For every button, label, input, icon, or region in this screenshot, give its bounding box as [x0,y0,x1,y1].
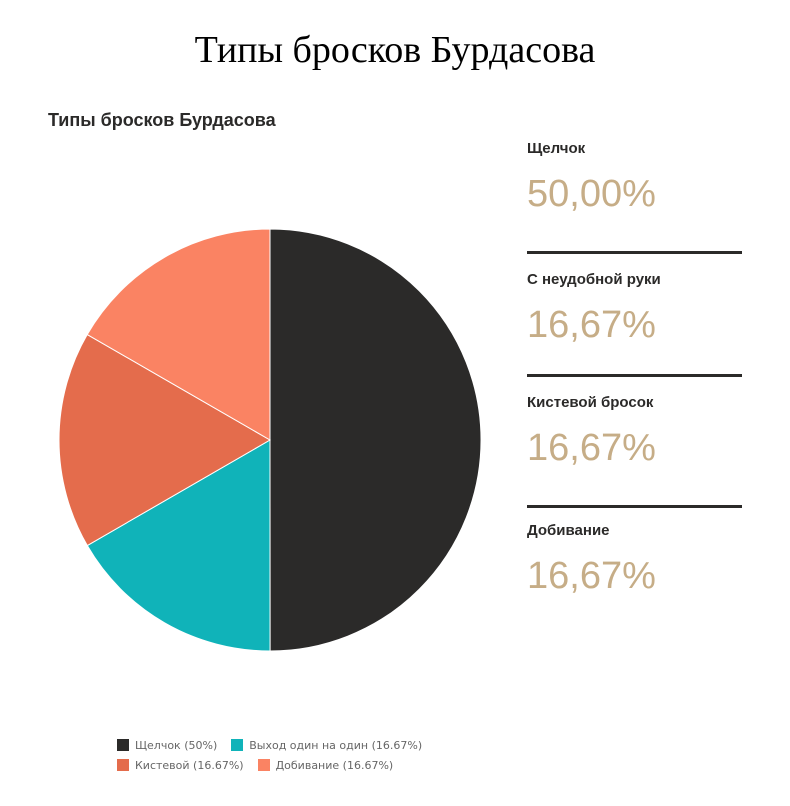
stat-block: С неудобной руки 16,67% [527,271,742,347]
legend-row: Кистевой (16.67%) Добивание (16.67%) [117,755,436,775]
page-title: Типы бросков Бурдасова [194,29,596,71]
pie-chart [58,228,482,652]
chart-title: Типы бросков Бурдасова [48,110,276,130]
pie-slice [86,439,271,652]
legend-swatch [117,739,129,751]
legend-swatch [117,759,129,771]
pie-slice [58,333,271,547]
legend-label: Кистевой (16.67%) [135,758,244,772]
stat-divider [527,251,742,254]
stat-label: С неудобной руки [527,271,661,288]
stat-divider [527,505,742,508]
stat-value: 16,67% [527,427,656,469]
chart-legend: Щелчок (50%) Выход один на один (16.67%)… [117,735,436,775]
legend-label: Добивание (16.67%) [275,758,394,772]
legend-swatch [257,759,270,771]
legend-label: Выход один на один (16.67%) [249,738,423,752]
legend-label: Щелчок (50%) [135,738,218,752]
stat-block: Добивание 16,67% [527,522,742,598]
legend-swatch [231,739,244,751]
legend-item: Выход один на один (16.67%) [231,739,422,752]
stat-value: 50,00% [527,173,656,215]
pie-slice [86,228,271,441]
stat-label: Щелчок [527,140,586,157]
pie-slice [269,228,482,652]
stat-block: Щелчок 50,00% [527,140,742,216]
legend-row: Щелчок (50%) Выход один на один (16.67%) [117,735,436,755]
stat-label: Добивание [527,522,610,539]
stat-value: 16,67% [527,304,656,346]
stat-label: Кистевой бросок [527,394,654,411]
stat-value: 16,67% [527,555,656,597]
stat-divider [527,374,742,377]
legend-item: Добивание (16.67%) [257,758,394,772]
legend-item: Кистевой (16.67%) [117,759,244,772]
stat-block: Кистевой бросок 16,67% [527,394,742,470]
legend-item: Щелчок (50%) [117,739,217,752]
